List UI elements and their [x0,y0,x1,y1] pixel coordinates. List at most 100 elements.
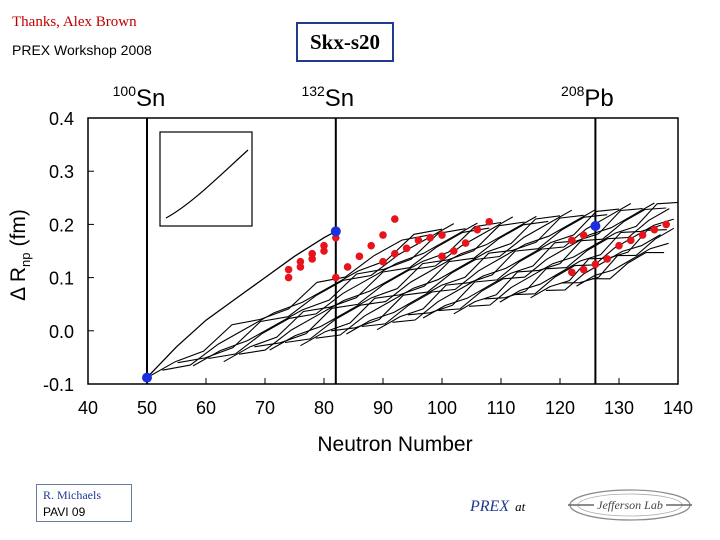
isotope-mass: 208 [561,83,585,99]
at-text: at [515,499,526,514]
red-point [414,236,423,245]
red-point [485,217,494,226]
isotope-chain-line [300,220,549,347]
x-tick-label: 120 [545,398,575,418]
isotope-chain-line [561,227,675,284]
footer-author: R. Michaels [43,488,101,502]
red-point [296,263,305,271]
isotope-symbol: Sn [325,85,354,112]
y-tick-label: 0.0 [49,322,74,342]
red-point [391,215,399,223]
isotope-symbol: Pb [584,85,613,112]
red-data-points [284,215,670,282]
isotope-chain-line [376,214,608,331]
red-point [402,244,411,253]
red-point [438,231,446,239]
red-point [308,255,317,263]
x-tick-label: 110 [487,398,516,418]
isotope-chain-line [361,209,596,328]
isotope-chain-line [315,215,561,339]
red-point [426,233,435,242]
y-tick-label: 0.3 [49,162,74,182]
isotope-chain-line [238,221,502,355]
credit-workshop: PREX Workshop 2008 [12,42,152,58]
y-axis-unit: (fm) [7,209,30,246]
isotope-band-lines [146,201,679,379]
x-axis-label: Neutron Number [317,433,472,456]
isotope-chain-line [285,215,537,344]
x-tick-label: 80 [314,398,334,418]
red-point [473,225,482,234]
x-tick-label: 100 [427,398,457,418]
y-axis-delta: Δ R [7,267,30,301]
jefferson-lab-logo: Jefferson Lab [568,489,692,521]
isotope-mass: 132 [301,83,325,99]
red-point [284,273,293,282]
red-point [591,260,600,269]
isotope-chain-line [545,234,661,291]
model-badge: Skx-s20 [296,22,394,62]
red-point [615,241,623,250]
svg-text:Δ Rnp(fm): Δ Rnp (fm) [7,209,33,301]
isotope-chain-line [177,223,455,364]
isotope-chain-line [591,251,665,280]
red-point [461,239,470,247]
isotope-chain-line [254,216,514,348]
blue-data-points [142,220,601,383]
x-tick-label: 60 [196,398,216,418]
blue-point [330,226,341,237]
blue-point [590,220,601,231]
shell-closure-lines [146,118,597,384]
isotope-chain-line [438,202,655,312]
red-point [603,255,611,263]
y-tick-label: -0.1 [43,375,74,395]
x-tick-label: 50 [137,398,157,418]
red-point [367,241,376,250]
y-axis-sub: np [18,252,33,266]
x-tick-label: 130 [604,398,634,418]
red-point [308,249,317,258]
isotope-chain-line [331,209,573,332]
footer-author-box: R. Michaels PAVI 09 [36,484,132,522]
prex-at-label: PREX at [470,498,525,516]
red-point [355,252,364,261]
red-point [579,231,588,239]
red-point [627,236,635,245]
red-point [391,249,399,258]
isotope-markers: 100Sn 132Sn 208Pb [113,83,614,112]
inset-curve [165,149,249,219]
red-point [450,247,458,255]
red-point [320,241,328,250]
isotope-chain-line [208,222,478,360]
red-point [343,263,352,271]
x-tick-label: 90 [373,398,393,418]
red-point [638,231,647,239]
y-tick-label: 0.1 [49,269,74,289]
isotope-chain-line [346,214,584,335]
isotope-chain-line [162,228,443,371]
footer-conference: PAVI 09 [43,505,86,519]
isotope-chain-line [469,201,679,307]
x-tick-label: 140 [663,398,693,418]
isotope-chain-line [269,221,525,351]
y-tick-label: 0.4 [49,109,74,129]
red-point [320,247,328,255]
blue-point [142,372,152,383]
sn-chain-line [146,230,337,379]
inset-box [159,131,253,227]
y-tick-labels: -0.1 0.0 0.1 0.2 0.3 0.4 [43,109,94,395]
red-point [568,268,576,277]
red-point [332,273,340,282]
isotope-marker-label: 208Pb [561,83,614,112]
red-point [296,257,305,266]
x-tick-label: 70 [255,398,275,418]
red-point [568,236,576,245]
isotope-chain-line [576,242,669,287]
x-tick-label: 40 [78,398,98,418]
red-point [662,220,670,229]
red-point [650,225,659,234]
y-axis-label: Δ Rnp (fm) [7,209,33,301]
isotope-marker-label: 132Sn [301,83,354,112]
isotope-chain-line [422,208,643,319]
chart: 40 50 60 70 80 90 100 110 120 130 140 -0.1 0.0 0.1 0.… [7,83,693,456]
